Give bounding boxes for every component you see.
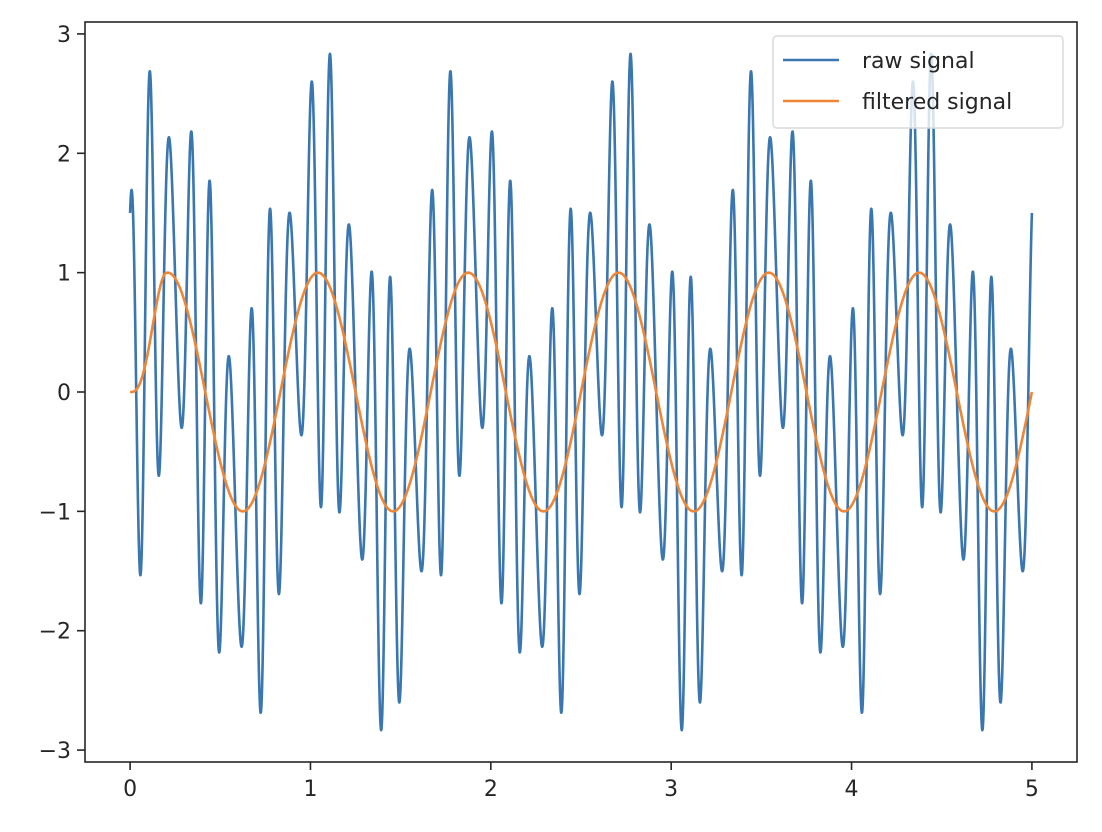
legend: raw signal filtered signal: [772, 35, 1064, 129]
y-axis: −3 −2 −1 0 1 2 3: [39, 23, 85, 764]
series-layer: [128, 52, 1034, 732]
y-tick-label: 1: [57, 262, 71, 287]
x-tick-label: 1: [303, 777, 317, 802]
y-tick-label: −2: [39, 620, 71, 645]
y-tick-label: 3: [57, 23, 71, 48]
y-tick-label: −1: [39, 500, 71, 525]
legend-label-filtered-signal: filtered signal: [862, 90, 1012, 115]
x-tick-label: 2: [484, 777, 498, 802]
x-tick-label: 0: [123, 777, 137, 802]
y-tick-label: −3: [39, 739, 71, 764]
series-line-raw-signal: [128, 52, 1034, 732]
y-tick-label: 0: [57, 381, 71, 406]
x-tick-label: 4: [845, 777, 859, 802]
series-line-filtered-signal: [129, 271, 1034, 513]
legend-box: [772, 35, 1064, 129]
x-tick-label: 5: [1025, 777, 1039, 802]
x-axis: 0 1 2 3 4 5: [123, 762, 1039, 802]
x-tick-label: 3: [664, 777, 678, 802]
legend-label-raw-signal: raw signal: [862, 49, 975, 74]
y-tick-label: 2: [57, 142, 71, 167]
